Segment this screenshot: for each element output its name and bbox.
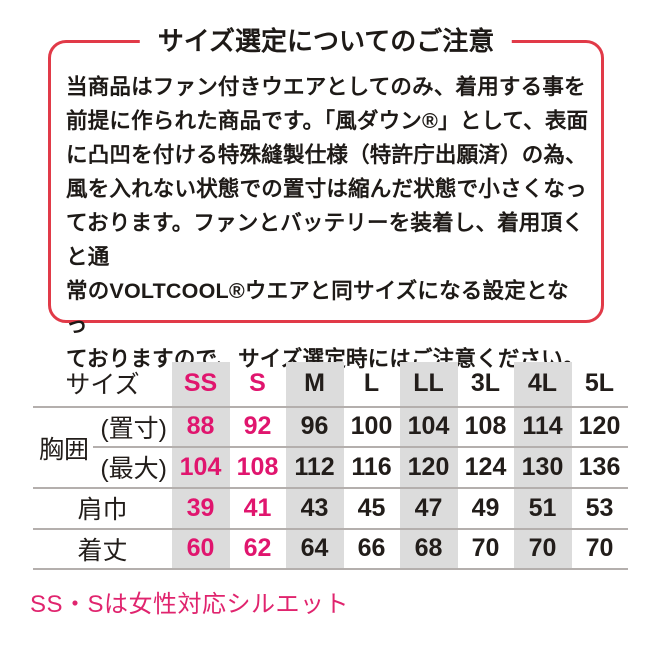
size-value-cell: 120 [578,412,621,440]
size-column-header-s: S [249,368,266,397]
size-column-header-ll: LL [413,368,444,397]
size-value-cell: 116 [351,452,392,481]
size-value-cell: 112 [294,452,335,481]
size-value-cell: 70 [528,534,557,562]
size-column-header-5l: 5L [584,368,615,397]
size-value-cell: 100 [350,412,393,440]
table-row-shoulder: 肩巾 39 41 43 45 47 49 51 53 [33,488,628,528]
size-value-cell: 70 [585,534,614,562]
size-column-header-4l: 4L [527,368,558,397]
row-divider-bottom [33,568,628,570]
chest-group-label: 胸囲 [38,435,89,464]
row-divider-chest-bottom [33,487,628,489]
size-value-cell: 45 [357,493,386,522]
womens-silhouette-note: SS・Sは女性対応シルエット [30,591,350,618]
size-column-header-ss: SS [183,368,218,397]
size-value-cell: 120 [407,452,450,481]
size-chart-table: サイズ SS S M L LL 3L 4L 5L 胸囲 (置寸) 88 92 9… [33,360,628,572]
size-value-cell: 108 [464,412,507,440]
table-row-length: 着丈 60 62 64 66 68 70 70 70 [33,529,628,568]
column-stripe-m [286,362,344,569]
size-value-cell: 53 [585,493,614,522]
size-value-cell: 47 [414,493,443,522]
size-value-cell: 114 [522,412,563,440]
row-divider-shoulder [33,528,628,530]
size-value-cell: 130 [521,452,564,481]
size-value-cell: 49 [471,493,500,522]
row-divider-chest-partial [93,446,628,448]
row-label-chest-flat: (置寸) [100,414,167,443]
row-label-length: 着丈 [77,536,128,565]
table-row-chest-flat: (置寸) 88 92 96 100 104 108 114 120 [33,407,628,446]
table-header-row: サイズ SS S M L LL 3L 4L 5L [33,360,628,406]
size-notice-box: サイズ選定についてのご注意 当商品はファン付きウエアとしてのみ、着用する事を 前… [48,23,604,371]
column-stripe-4l [514,362,572,569]
table-row-chest-max: (最大) 104 108 112 116 120 124 130 136 [33,447,628,487]
size-value-cell: 136 [578,452,621,481]
size-value-cell: 124 [464,452,507,481]
size-value-cell: 39 [186,493,215,522]
size-value-cell: 104 [407,412,450,440]
row-label-chest-max: (最大) [100,455,167,483]
size-column-header-3l: 3L [470,368,501,397]
column-stripe-ss [172,362,230,569]
notice-title: サイズ選定についてのご注意 [139,23,513,59]
row-divider-header [33,406,628,408]
size-value-cell: 92 [243,412,272,440]
size-value-cell: 64 [300,534,329,562]
size-value-cell: 51 [528,493,557,522]
column-stripe-ll [400,362,458,569]
size-column-header-m: M [304,368,325,397]
size-value-cell: 66 [357,534,386,562]
size-value-cell: 88 [186,412,215,440]
size-value-cell: 41 [243,493,272,522]
row-label-shoulder: 肩巾 [77,496,128,524]
size-value-cell: 96 [300,412,329,440]
size-value-cell: 108 [236,452,279,481]
size-value-cell: 43 [300,493,329,522]
size-value-cell: 70 [471,534,500,562]
size-value-cell: 60 [186,534,215,562]
size-value-cell: 62 [243,534,272,562]
size-column-header-l: L [363,368,380,397]
notice-body-text: 当商品はファン付きウエアとしてのみ、着用する事を 前提に作られた商品です。「風ダ… [66,75,589,371]
size-value-cell: 104 [179,452,222,481]
size-header-label: サイズ [65,371,140,399]
size-value-cell: 68 [414,534,443,562]
